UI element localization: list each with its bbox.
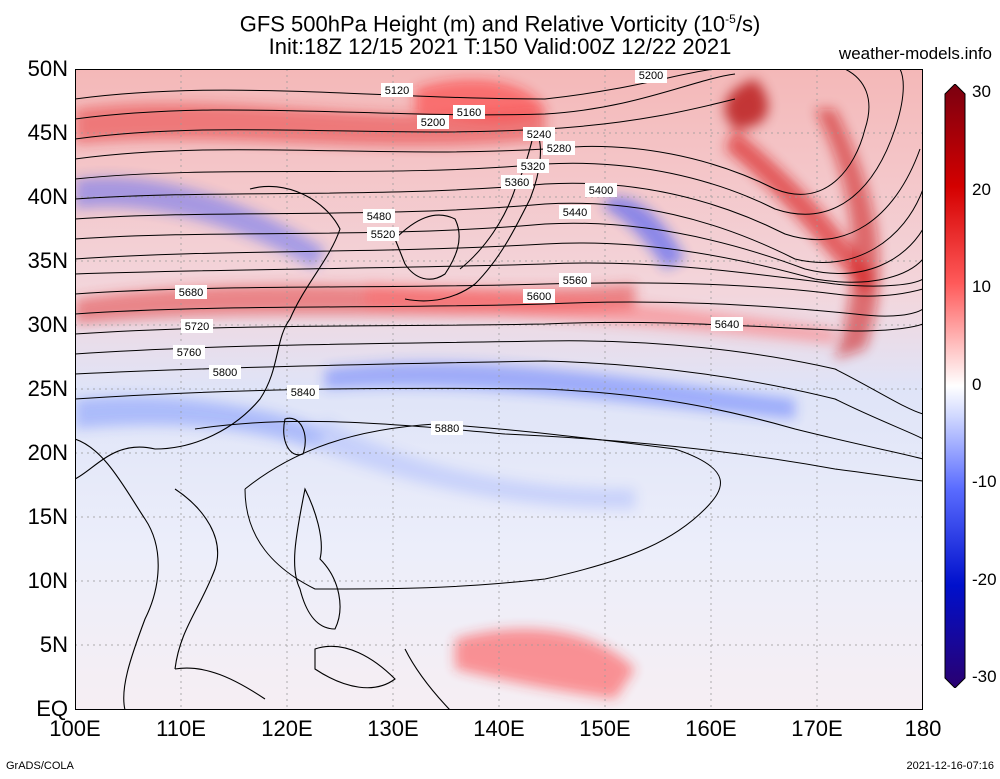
- contour-label: 5600: [523, 289, 555, 303]
- contour-label: 5360: [501, 175, 533, 189]
- footer-left: GrADS/COLA: [6, 760, 74, 772]
- svg-text:5840: 5840: [291, 387, 315, 399]
- vorticity-height-map: 5120 5160 5200 5200 5240 5280 5320 5360 …: [75, 69, 923, 710]
- svg-text:5760: 5760: [177, 347, 201, 359]
- contour-label: 5800: [209, 365, 241, 379]
- map-title-line2: Init:18Z 12/15 2021 T:150 Valid:00Z 12/2…: [268, 34, 732, 59]
- svg-text:5440: 5440: [563, 207, 587, 219]
- svg-text:5200: 5200: [421, 117, 445, 129]
- contour-label: 5240: [523, 127, 555, 141]
- contour-label: 5440: [559, 205, 591, 219]
- colorbar-label: -30: [972, 667, 997, 686]
- footer-right: 2021-12-16-07:16: [906, 760, 994, 772]
- site-credit: weather-models.info: [838, 44, 992, 63]
- svg-text:5160: 5160: [457, 107, 481, 119]
- contour-labels: 5120 5160 5200 5200 5240 5280 5320 5360 …: [173, 69, 743, 435]
- longitude-label: 150E: [579, 716, 631, 741]
- svg-text:5200: 5200: [639, 70, 663, 82]
- svg-text:5880: 5880: [435, 423, 459, 435]
- graticule: [75, 69, 923, 710]
- svg-text:5280: 5280: [547, 143, 571, 155]
- svg-text:5360: 5360: [505, 177, 529, 189]
- colorbar-label: -10: [972, 472, 997, 491]
- latitude-label: EQ: [36, 696, 68, 721]
- svg-text:5640: 5640: [715, 319, 739, 331]
- latitude-label: 5N: [39, 632, 68, 657]
- colorbar: [944, 84, 966, 688]
- svg-text:5240: 5240: [527, 129, 551, 141]
- longitude-label: 170E: [791, 716, 843, 741]
- contour-label: 5400: [585, 183, 617, 197]
- contour-label: 5200: [417, 115, 449, 129]
- latitude-label: 40N: [27, 184, 68, 209]
- svg-text:5520: 5520: [371, 229, 395, 241]
- colorbar-label: 0: [972, 374, 982, 394]
- svg-text:5400: 5400: [589, 185, 613, 197]
- longitude-label: 180: [904, 716, 942, 741]
- svg-text:5720: 5720: [185, 321, 209, 333]
- colorbar-label: 20: [972, 179, 991, 199]
- contour-label: 5160: [453, 105, 485, 119]
- contour-label: 5560: [559, 273, 591, 287]
- latitude-label: 10N: [27, 568, 68, 593]
- contour-label: 5640: [711, 317, 743, 331]
- latitude-label: 35N: [27, 248, 68, 273]
- title-text: GFS 500hPa Height (m) and Relative Vorti…: [239, 11, 726, 37]
- svg-text:5120: 5120: [385, 85, 409, 97]
- svg-text:5560: 5560: [563, 275, 587, 287]
- colorbar-label: 10: [972, 277, 991, 296]
- svg-text:5680: 5680: [179, 287, 203, 299]
- latitude-label: 50N: [27, 56, 68, 81]
- contour-label: 5480: [363, 209, 395, 223]
- title-units: /s): [735, 11, 761, 37]
- svg-text:5320: 5320: [521, 161, 545, 173]
- contour-label: 5320: [517, 159, 549, 173]
- latitude-label: 25N: [27, 376, 68, 401]
- contour-label: 5880: [431, 421, 463, 435]
- map-title-line1: GFS 500hPa Height (m) and Relative Vorti…: [0, 6, 1000, 37]
- latitude-label: 15N: [27, 504, 68, 529]
- height-contours: [75, 69, 923, 590]
- colorbar-label: -20: [972, 569, 997, 589]
- longitude-label: 140E: [473, 716, 525, 741]
- contour-label: 5200: [635, 69, 667, 83]
- latitude-label: 30N: [27, 312, 68, 337]
- longitude-label: 110E: [156, 716, 206, 741]
- longitude-label: 160E: [685, 716, 737, 741]
- vorticity-field: [75, 79, 880, 699]
- contour-label: 5120: [381, 83, 413, 97]
- svg-text:5800: 5800: [213, 367, 237, 379]
- svg-text:5600: 5600: [527, 291, 551, 303]
- latitude-label: 45N: [27, 120, 68, 145]
- longitude-label: 130E: [367, 716, 419, 741]
- colorbar-label: 30: [972, 82, 991, 101]
- contour-label: 5520: [367, 227, 399, 241]
- contour-label: 5280: [543, 141, 575, 155]
- contour-label: 5840: [287, 385, 319, 399]
- svg-text:5480: 5480: [367, 211, 391, 223]
- title-exponent: -5: [725, 12, 736, 26]
- coastlines: [75, 127, 541, 710]
- map-frame: [75, 69, 923, 710]
- longitude-label: 100E: [49, 716, 101, 741]
- longitude-label: 120E: [261, 716, 313, 741]
- latitude-label: 20N: [27, 440, 68, 465]
- contour-label: 5720: [181, 319, 213, 333]
- contour-label: 5680: [175, 285, 207, 299]
- contour-label: 5760: [173, 345, 205, 359]
